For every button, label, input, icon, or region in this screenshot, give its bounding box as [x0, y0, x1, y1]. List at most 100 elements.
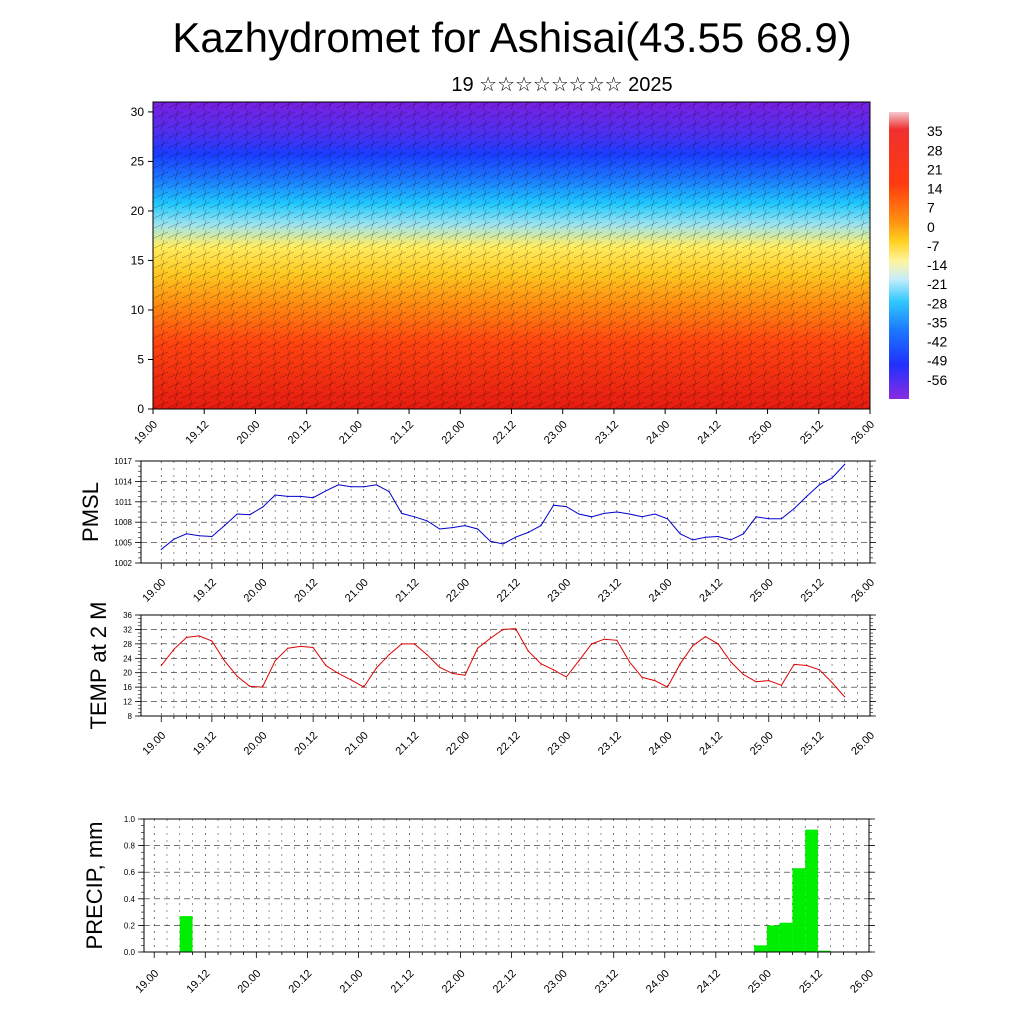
- pmsl-point: [755, 516, 757, 518]
- x-tick-label: 21.12: [388, 419, 416, 447]
- pmsl-point: [515, 536, 517, 538]
- pmsl-point: [363, 486, 365, 488]
- precip-bar: [817, 950, 831, 952]
- y-tick-label: 1005: [114, 539, 132, 548]
- x-tick-label: 20.12: [286, 419, 314, 447]
- y-tick-label: 0.0: [124, 948, 136, 957]
- x-tick-label: 23.12: [593, 968, 621, 996]
- colorbar-label: 14: [927, 181, 943, 197]
- pmsl-point: [806, 495, 808, 497]
- temp-2m-point: [742, 673, 745, 676]
- temp-2m-point: [844, 696, 846, 698]
- pmsl-point: [198, 535, 200, 537]
- x-tick-label: 22.12: [491, 419, 519, 447]
- pmsl-point: [527, 531, 529, 534]
- pmsl-point: [780, 518, 783, 520]
- y-tick-label: 1014: [114, 477, 132, 486]
- pmsl-point: [654, 513, 656, 515]
- pmsl-point: [236, 513, 238, 515]
- x-tick-label: 19.00: [140, 577, 168, 605]
- x-tick-label: 23.00: [545, 730, 573, 758]
- pmsl-point: [844, 463, 846, 465]
- y-tick-label: 0.8: [124, 842, 136, 851]
- y-tick-label: 0: [137, 402, 144, 416]
- x-tick-label: 25.12: [799, 730, 827, 758]
- temp-2m-point: [666, 686, 669, 688]
- temp-2m-point: [375, 667, 378, 669]
- pmsl-point: [616, 511, 618, 513]
- x-tick-label: 22.12: [495, 730, 523, 758]
- temp-2m-point: [337, 672, 340, 675]
- x-tick-label: 22.00: [444, 730, 472, 758]
- y-tick-label: 32: [123, 625, 132, 634]
- x-tick-label: 20.12: [287, 968, 315, 996]
- colorbar-label: -7: [927, 238, 940, 254]
- pmsl-series-line: [160, 464, 846, 550]
- pmsl-point: [223, 525, 226, 527]
- x-tick-label: 25.12: [799, 577, 827, 605]
- x-tick-label: 19.12: [191, 730, 219, 758]
- pmsl-point: [439, 528, 441, 530]
- y-tick-label: 5: [137, 352, 144, 366]
- x-tick-label: 19.12: [183, 419, 211, 447]
- x-tick-label: 23.00: [542, 968, 570, 996]
- temp-2m-frame: [140, 614, 871, 717]
- pmsl-point: [768, 518, 770, 520]
- x-tick-label: 24.00: [644, 968, 672, 996]
- y-tick-label: 12: [123, 698, 132, 707]
- pmsl-point: [160, 548, 162, 551]
- chart-title: Kazhydromet for Ashisai(43.55 68.9): [172, 14, 852, 61]
- temp-2m-point: [730, 661, 732, 663]
- temp-2m-point: [489, 637, 491, 640]
- temp-2m-point: [299, 645, 302, 647]
- temp-2m-point: [274, 660, 276, 662]
- x-tick-label: 24.12: [697, 577, 725, 605]
- x-tick-label: 20.00: [235, 419, 263, 447]
- temp-2m-point: [363, 686, 365, 688]
- y-tick-label: 15: [131, 253, 145, 267]
- temp-2m-point: [565, 676, 567, 678]
- pmsl-point: [299, 495, 302, 497]
- temp-2m-point: [451, 672, 453, 675]
- y-tick-label: 36: [123, 611, 132, 620]
- temp-2m-point: [211, 640, 213, 642]
- x-tick-label: 23.12: [596, 730, 624, 758]
- precip-panel: 0.0 0.2 0.4 0.6 0.8 1.0 19.00 19.12 20.00 20.12 21…: [82, 815, 876, 996]
- pmsl-point: [325, 490, 327, 492]
- pmsl-point: [261, 506, 264, 508]
- colorbar: [889, 112, 909, 399]
- y-tick-label: 30: [131, 105, 145, 119]
- x-tick-label: 25.12: [798, 419, 826, 447]
- precip-ylabel: PRECIP, mm: [82, 822, 107, 950]
- y-tick-label: 1017: [114, 457, 132, 466]
- y-tick-label: 1011: [115, 498, 133, 507]
- precip-bar: [779, 922, 793, 952]
- pmsl-point: [742, 533, 745, 535]
- temp-2m-point: [768, 680, 770, 682]
- pmsl-panel: 1002 1005 1008 1011 1014 1017 19.00 19.12 20.00 2…: [78, 457, 877, 605]
- colorbar-label: 0: [927, 219, 935, 235]
- temp-2m-point: [806, 664, 808, 667]
- x-tick-label: 24.00: [644, 419, 672, 447]
- colorbar-label: 28: [927, 142, 943, 158]
- x-tick-label: 22.12: [491, 968, 519, 996]
- x-tick-label: 21.00: [338, 968, 366, 996]
- x-tick-label: 21.00: [343, 577, 371, 605]
- temp-2m-point: [477, 647, 479, 649]
- x-tick-label: 20.00: [235, 968, 263, 996]
- precip-bar: [766, 925, 780, 952]
- temp-2m-point: [287, 647, 289, 649]
- temp-2m-point: [717, 643, 719, 645]
- temp-2m-point: [527, 650, 529, 652]
- colorbar-label: 35: [927, 123, 943, 139]
- pmsl-point: [388, 491, 390, 493]
- pmsl-point: [249, 514, 251, 516]
- y-tick-label: 28: [123, 640, 132, 649]
- temp-2m-point: [502, 628, 504, 631]
- x-tick-label: 23.00: [545, 577, 573, 605]
- precip-bar: [754, 945, 767, 952]
- y-tick-label: 24: [123, 654, 132, 663]
- pmsl-point: [401, 512, 403, 514]
- y-tick-label: 10: [131, 303, 145, 317]
- temp-2m-point: [312, 646, 314, 649]
